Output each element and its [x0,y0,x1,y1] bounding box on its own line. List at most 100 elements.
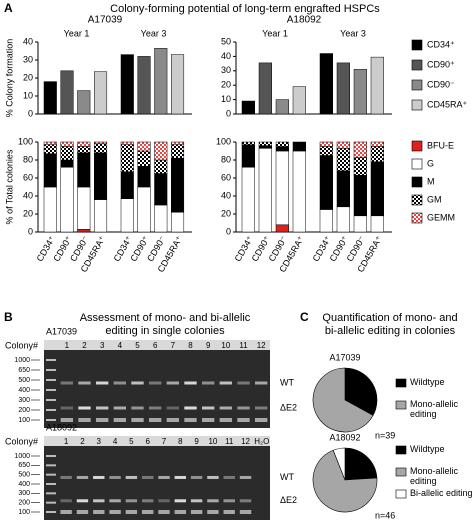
bar-segment [43,186,57,233]
legend-label: BFU-E [427,140,454,150]
bar-segment [370,215,384,233]
gel-band [76,499,89,503]
lane-label: 3 [100,341,105,350]
gel-band [201,381,215,385]
y-tick-label: 30 [23,54,33,64]
bar-segment [258,145,272,149]
y-tick-label: 80 [221,154,231,164]
sample-size: n=39 [375,430,395,440]
gel-band [166,418,180,422]
legend-item: Bi-allelic editing [410,488,473,498]
gel-band [237,406,250,410]
legend-item: Wildtype [410,377,445,387]
bar [336,62,350,115]
legend-swatch [411,59,423,71]
lane-label: 3 [97,437,102,446]
legend-swatch [411,99,423,111]
gel-band [158,499,170,503]
bar-segment [292,141,306,152]
bar-segment [120,141,134,145]
panel-label: C [300,310,309,324]
y-tick-label: 20 [23,72,33,82]
gel-band [95,418,109,422]
legend-swatch [411,79,423,91]
legend-label: Mono-allelic editing [410,399,459,419]
gel-band [207,475,219,479]
gel-band [109,475,121,479]
ladder-band [46,492,56,495]
legend-label: CD34⁺ [427,39,455,49]
gel-band [237,418,250,422]
gel-band [113,418,127,422]
bar-segment [120,171,134,199]
bar [292,86,306,115]
gel-band [78,406,91,410]
gel-band [166,381,180,385]
legend-label: Wildtype [410,377,445,387]
lane-label: 1 [65,341,70,350]
bar-segment [319,209,333,233]
bar-segment [137,150,151,167]
legend-label: Mono-allelic editing [410,466,459,486]
gel-band [95,406,109,410]
y-tick-label: 10 [23,90,33,100]
bar-segment [353,141,367,158]
bar-segment [94,152,108,200]
bar-segment [241,166,255,233]
gel-band [223,499,235,503]
legend-label: Wildtype [410,444,445,454]
lane-label: 6 [145,437,150,446]
ladder-band [46,399,56,401]
bar-segment [60,166,74,233]
ladder-band [46,369,56,371]
ladder-label: 100 [18,509,30,516]
lane-label: 11 [225,437,234,446]
gel-band [148,381,162,385]
group-label: Year 1 [64,28,90,38]
y-tick-label: 40 [221,51,231,61]
lane-label: 9 [194,437,199,446]
ladder-label: 300 [18,490,30,497]
bar-segment [336,141,350,149]
bar-segment [370,141,384,147]
chart-title: A18092 [287,15,322,26]
legend-swatch [395,378,407,388]
bar-segment [77,152,91,188]
gel-band [239,510,252,514]
gel-band [201,418,215,422]
gel-band [174,475,187,479]
legend-swatch [411,39,423,51]
row-label: Colony# [5,436,38,446]
bar [137,56,151,115]
gel-band [223,475,235,479]
bar-segment [94,141,108,145]
pie-slice [344,367,378,416]
bar-segment [241,144,255,168]
bar-segment [171,144,185,159]
ladder-label: 400 [18,387,30,394]
donor-label: A17039 [46,326,77,336]
gel-band [254,406,268,410]
lane-label: 5 [129,437,134,446]
bar-segment [94,143,108,154]
bar-segment [336,148,350,172]
y-axis-label: % of Total colonies [4,149,14,224]
bar-segment [60,146,74,161]
gel-band [93,499,105,503]
gel-band [254,381,268,385]
bar-segment [77,229,91,233]
y-tick-label: 40 [23,36,33,46]
gel-well-area [44,436,270,446]
bar-segment [60,159,74,168]
gel-band [125,475,138,479]
gel-band [60,418,74,422]
lane-label: 10 [208,437,217,446]
bar-segment [137,166,151,188]
bar-segment [154,141,168,161]
gel-band [60,381,74,385]
gel-band [190,510,203,514]
bar-segment [258,141,272,146]
legend-swatch [395,445,407,455]
y-tick-label: 0 [226,226,231,236]
